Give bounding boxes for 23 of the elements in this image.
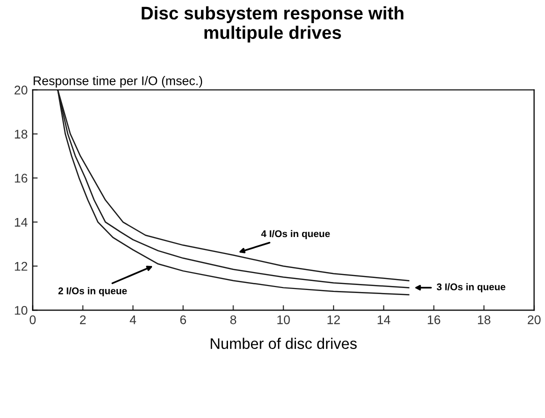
y-tick-label: 18 bbox=[14, 130, 28, 139]
x-tick-label: 8 bbox=[230, 315, 236, 324]
x-tick-label: 14 bbox=[378, 315, 390, 324]
annotation: 3 I/Os in queue bbox=[436, 283, 506, 292]
x-tick-label: 12 bbox=[328, 315, 340, 324]
x-tick-label: 6 bbox=[180, 315, 186, 324]
x-tick-label: 20 bbox=[528, 315, 541, 324]
y-tick-label: 10 bbox=[14, 306, 28, 315]
x-tick-label: 18 bbox=[478, 315, 490, 324]
y-tick-label: 20 bbox=[14, 86, 28, 95]
y-tick-label: 14 bbox=[14, 218, 28, 227]
x-tick-label: 0 bbox=[30, 315, 36, 324]
annotation: 2 I/Os in queue bbox=[58, 287, 127, 296]
chart-title: Disc subsystem response with multipule drives bbox=[142, 6, 404, 43]
y-tick-label: 12 bbox=[14, 262, 28, 271]
x-tick-label: 10 bbox=[277, 315, 290, 324]
x-tick-label: 2 bbox=[80, 315, 86, 324]
annotation: 4 I/Os in queue bbox=[261, 230, 330, 240]
x-tick-label: 4 bbox=[130, 315, 136, 324]
y-axis-title: Response time per I/O (msec.) bbox=[34, 76, 202, 88]
y-tick-label: 16 bbox=[14, 174, 28, 183]
x-axis-title: Number of disc drives bbox=[210, 338, 357, 350]
x-tick-label: 16 bbox=[428, 315, 440, 324]
